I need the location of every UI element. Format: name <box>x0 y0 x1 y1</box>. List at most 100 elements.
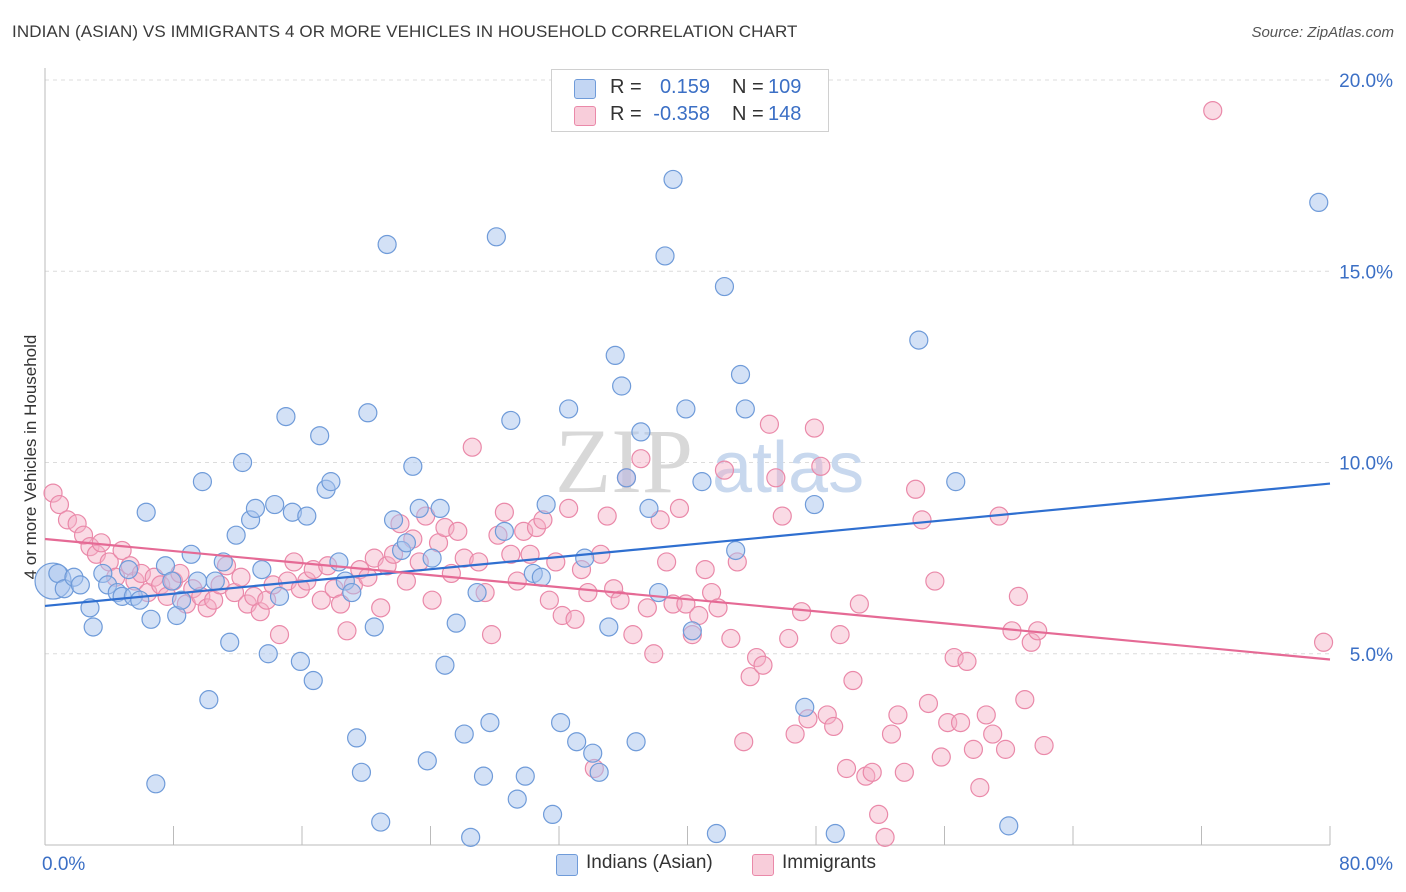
immigrants-point <box>931 747 951 767</box>
legend-r-value: -0.358 <box>653 103 710 125</box>
immigrants-point <box>753 655 773 675</box>
immigrants-point <box>669 498 690 518</box>
watermark-zip: ZIP <box>555 410 693 512</box>
immigrants-point <box>695 559 715 580</box>
source-label: Source: ZipAtlas.com <box>1251 24 1394 41</box>
indians-point <box>213 552 233 572</box>
indians-point <box>118 559 139 580</box>
immigrants-point <box>894 762 914 782</box>
immigrants-point <box>623 625 643 645</box>
indians-point <box>461 827 481 847</box>
immigrants-point <box>746 647 767 668</box>
indians-point <box>567 732 587 752</box>
indians-point <box>321 472 341 492</box>
indians-point <box>310 426 330 446</box>
immigrants-point <box>843 670 863 691</box>
immigrants-point <box>559 498 579 518</box>
indians-point <box>551 712 571 733</box>
immigrants-point <box>231 567 251 587</box>
indians-point <box>130 590 150 610</box>
immigrants-point <box>73 525 94 545</box>
indians-point <box>583 743 603 763</box>
indians-point <box>220 632 240 652</box>
immigrants-point <box>869 804 889 825</box>
indians-point <box>351 762 372 782</box>
indians-point <box>714 276 735 297</box>
immigrants-point <box>514 521 534 541</box>
indians-point <box>473 766 494 786</box>
indians-point <box>507 789 527 809</box>
indians-point <box>480 712 500 733</box>
indians-point <box>162 571 182 591</box>
immigrants-point <box>791 602 812 622</box>
immigrants-point <box>552 605 572 626</box>
indians-point <box>663 169 683 190</box>
indians-point <box>575 548 595 568</box>
trendlines <box>44 482 1331 661</box>
indians-point <box>706 823 727 844</box>
immigrants-point <box>888 705 908 725</box>
indians-point <box>146 774 166 794</box>
indians-point <box>245 498 266 518</box>
immigrants-point <box>925 571 945 591</box>
immigrants-point <box>862 762 882 782</box>
indians-point <box>1309 192 1329 212</box>
indians-point <box>542 804 563 825</box>
immigrants-point <box>963 739 984 759</box>
immigrants-point <box>1021 632 1041 652</box>
indians-point <box>199 690 219 710</box>
immigrants-point <box>578 582 598 603</box>
immigrants-trendline <box>44 537 1331 661</box>
immigrants-point <box>539 590 559 610</box>
indians-point <box>265 494 285 515</box>
immigrants-point <box>481 625 502 645</box>
indians-point <box>430 498 450 518</box>
immigrants-point <box>290 579 310 599</box>
indians-point <box>290 651 310 672</box>
indians-point <box>536 494 556 515</box>
series-indians-asian <box>34 169 1329 847</box>
legend-r-value: 0.159 <box>659 76 710 98</box>
indians-point <box>676 399 696 419</box>
immigrants-point <box>43 483 63 503</box>
immigrants-point <box>337 621 357 641</box>
immigrants-point <box>657 552 677 572</box>
immigrants-point <box>565 609 585 629</box>
indians-point <box>371 812 391 832</box>
bottom-legend-swatch-blue <box>556 854 578 876</box>
immigrants-point <box>637 598 657 618</box>
indians-point <box>616 468 637 488</box>
legend-r-label: R = <box>610 103 642 125</box>
indians-point <box>631 422 651 442</box>
watermark-atlas: atlas <box>712 428 864 508</box>
indians-point <box>735 399 755 419</box>
indians-point <box>171 590 192 610</box>
immigrants-point <box>957 651 977 672</box>
indians-point <box>205 571 225 591</box>
y-tick-label: 10.0% <box>1339 454 1393 475</box>
indians-point <box>612 376 632 396</box>
indians-point <box>364 617 384 637</box>
indians-point <box>589 762 609 782</box>
y-tick-label: 20.0% <box>1339 71 1393 92</box>
tick-labels: 5.0% 10.0% 15.0% 20.0% 0.0% 80.0% <box>42 71 1393 875</box>
immigrants-point <box>454 548 474 568</box>
indians-point <box>804 494 824 515</box>
indians-point <box>501 410 521 431</box>
immigrants-point <box>950 712 971 733</box>
legend-row-indians: R = 0.159 N = 109 <box>552 74 828 102</box>
legend-n-label: N = <box>732 76 764 98</box>
immigrants-point <box>1313 632 1334 652</box>
indians-point <box>559 399 579 419</box>
immigrants-point <box>905 479 926 499</box>
indians-point <box>80 598 100 618</box>
immigrants-point <box>811 456 831 476</box>
indians-point <box>730 364 751 385</box>
x-tick-label: 80.0% <box>1339 854 1393 875</box>
legend-n-label: N = <box>732 103 764 125</box>
y-tick-label: 5.0% <box>1350 645 1393 666</box>
immigrants-point <box>766 468 786 488</box>
immigrants-point <box>448 521 468 541</box>
immigrants-point <box>779 628 799 649</box>
